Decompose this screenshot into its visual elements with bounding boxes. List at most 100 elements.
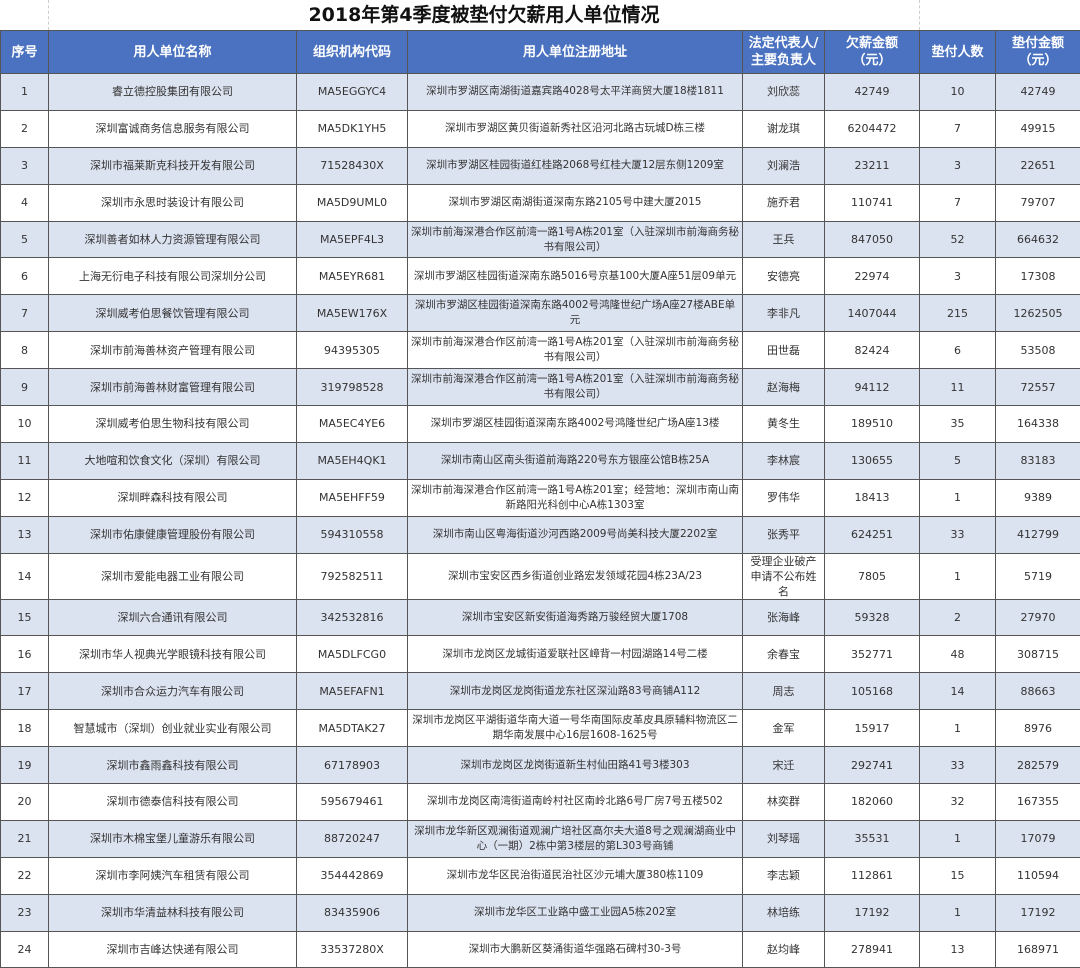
cell-paid: 110594 — [996, 857, 1080, 894]
cell-code: 792582511 — [297, 553, 408, 599]
cell-count: 3 — [920, 258, 996, 295]
cell-count: 14 — [920, 673, 996, 710]
cell-name: 深圳市鑫雨鑫科技有限公司 — [49, 747, 297, 784]
cell-name: 深圳市华清益林科技有限公司 — [49, 894, 297, 931]
header-count: 垫付人数 — [920, 31, 996, 74]
cell-rep: 周志 — [743, 673, 825, 710]
cell-no: 24 — [1, 931, 49, 968]
cell-owed: 292741 — [825, 747, 920, 784]
cell-count: 1 — [920, 553, 996, 599]
cell-rep: 张海峰 — [743, 599, 825, 636]
cell-rep: 林奕群 — [743, 784, 825, 821]
cell-paid: 27970 — [996, 599, 1080, 636]
cell-rep: 罗伟华 — [743, 479, 825, 516]
cell-code: MA5DLFCG0 — [297, 636, 408, 673]
cell-count: 32 — [920, 784, 996, 821]
cell-code: MA5EHFF59 — [297, 479, 408, 516]
cell-paid: 5719 — [996, 553, 1080, 599]
cell-owed: 352771 — [825, 636, 920, 673]
cell-name: 深圳市永思时装设计有限公司 — [49, 184, 297, 221]
cell-owed: 18413 — [825, 479, 920, 516]
cell-paid: 282579 — [996, 747, 1080, 784]
cell-rep: 李志颖 — [743, 857, 825, 894]
cell-rep: 宋迁 — [743, 747, 825, 784]
cell-address: 深圳市南山区南头街道前海路220号东方银座公馆B栋25A — [408, 442, 743, 479]
cell-address: 深圳市龙岗区平湖街道华南大道一号华南国际皮革皮具原辅料物流区二期华南发展中心16… — [408, 710, 743, 747]
cell-no: 10 — [1, 406, 49, 443]
cell-name: 深圳市李阿姨汽车租赁有限公司 — [49, 857, 297, 894]
cell-count: 10 — [920, 74, 996, 111]
cell-paid: 42749 — [996, 74, 1080, 111]
cell-name: 深圳市爱能电器工业有限公司 — [49, 553, 297, 599]
cell-name: 深圳威考伯思生物科技有限公司 — [49, 406, 297, 443]
cell-rep: 刘欣蕊 — [743, 74, 825, 111]
header-name: 用人单位名称 — [49, 31, 297, 74]
cell-name: 深圳市木棉宝堡儿童游乐有限公司 — [49, 820, 297, 857]
cell-code: MA5EW176X — [297, 295, 408, 332]
cell-name: 深圳市前海善林财富管理有限公司 — [49, 369, 297, 406]
cell-no: 6 — [1, 258, 49, 295]
cell-no: 4 — [1, 184, 49, 221]
cell-code: 319798528 — [297, 369, 408, 406]
cell-name: 深圳市福莱斯克科技开发有限公司 — [49, 147, 297, 184]
cell-name: 深圳威考伯思餐饮管理有限公司 — [49, 295, 297, 332]
cell-code: MA5D9UML0 — [297, 184, 408, 221]
cell-count: 48 — [920, 636, 996, 673]
cell-name: 深圳善者如林人力资源管理有限公司 — [49, 221, 297, 258]
cell-rep: 谢龙琪 — [743, 110, 825, 147]
cell-code: 594310558 — [297, 516, 408, 553]
cell-address: 深圳市龙岗区龙城街道爱联社区嶂背一村园湖路14号二楼 — [408, 636, 743, 673]
cell-paid: 412799 — [996, 516, 1080, 553]
cell-no: 23 — [1, 894, 49, 931]
cell-no: 16 — [1, 636, 49, 673]
cell-rep: 黄冬生 — [743, 406, 825, 443]
cell-no: 22 — [1, 857, 49, 894]
cell-paid: 308715 — [996, 636, 1080, 673]
cell-count: 13 — [920, 931, 996, 968]
cell-rep: 田世磊 — [743, 332, 825, 369]
cell-rep: 余春宝 — [743, 636, 825, 673]
cell-code: MA5EFAFN1 — [297, 673, 408, 710]
arrears-table: 序号 用人单位名称 组织机构代码 用人单位注册地址 法定代表人/主要负责人 欠薪… — [0, 30, 1080, 968]
cell-address: 深圳市宝安区新安街道海秀路万骏经贸大厦1708 — [408, 599, 743, 636]
header-rep-line1: 法定代表人/ — [749, 36, 819, 51]
header-address: 用人单位注册地址 — [408, 31, 743, 74]
cell-paid: 22651 — [996, 147, 1080, 184]
cell-count: 1 — [920, 710, 996, 747]
cell-paid: 8976 — [996, 710, 1080, 747]
cell-address: 深圳市罗湖区黄贝街道新秀社区沿河北路古玩城D栋三楼 — [408, 110, 743, 147]
cell-owed: 17192 — [825, 894, 920, 931]
cell-owed: 112861 — [825, 857, 920, 894]
cell-rep: 施乔君 — [743, 184, 825, 221]
cell-paid: 168971 — [996, 931, 1080, 968]
cell-rep: 林培练 — [743, 894, 825, 931]
cell-code: MA5EGGYC4 — [297, 74, 408, 111]
cell-rep: 金军 — [743, 710, 825, 747]
cell-code: 342532816 — [297, 599, 408, 636]
cell-code: MA5DTAK27 — [297, 710, 408, 747]
cell-paid: 9389 — [996, 479, 1080, 516]
cell-address: 深圳市前海深港合作区前湾一路1号A栋201室（入驻深圳市前海商务秘书有限公司） — [408, 332, 743, 369]
cell-paid: 1262505 — [996, 295, 1080, 332]
cell-no: 15 — [1, 599, 49, 636]
cell-code: 354442869 — [297, 857, 408, 894]
cell-address: 深圳市龙华区民治街道民治社区沙元埔大厦380栋1109 — [408, 857, 743, 894]
cell-no: 8 — [1, 332, 49, 369]
header-row: 序号 用人单位名称 组织机构代码 用人单位注册地址 法定代表人/主要负责人 欠薪… — [1, 31, 1080, 74]
cell-owed: 82424 — [825, 332, 920, 369]
cell-count: 33 — [920, 747, 996, 784]
cell-code: 94395305 — [297, 332, 408, 369]
cell-count: 33 — [920, 516, 996, 553]
header-paid-line2: （元） — [1018, 53, 1057, 68]
cell-rep: 赵海梅 — [743, 369, 825, 406]
cell-address: 深圳市宝安区西乡街道创业路宏发领域花园4栋23A/23 — [408, 553, 743, 599]
cell-rep: 安德亮 — [743, 258, 825, 295]
header-paid-line1: 垫付金额 — [1012, 36, 1064, 51]
